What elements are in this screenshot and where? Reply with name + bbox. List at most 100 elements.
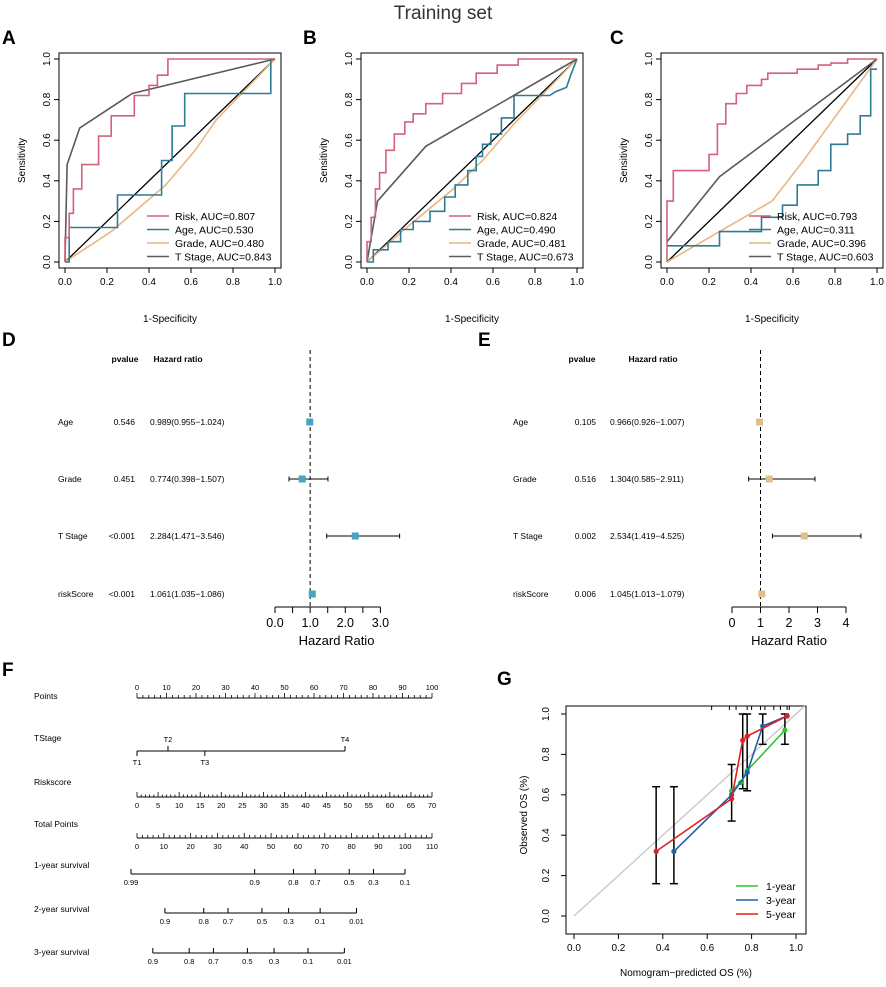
tstage-tick-label: T1 xyxy=(133,758,142,767)
calibration-line-cal_5yr xyxy=(655,715,788,853)
column-header-pvalue: pvalue xyxy=(112,354,139,364)
hr-marker xyxy=(351,532,359,540)
x-tick-label: 1.0 xyxy=(301,616,318,630)
x-tick-label: 0.0 xyxy=(360,277,374,288)
legend-label-grade: Grade, AUC=0.480 xyxy=(175,238,264,250)
tstage-tick-label: T4 xyxy=(341,735,350,744)
x-tick-label: 0.8 xyxy=(828,277,842,288)
x-tick-label: 1.0 xyxy=(789,943,803,954)
y-tick-label: 1.0 xyxy=(42,52,53,66)
survival-tick-label: 0.9 xyxy=(249,878,259,887)
x-tick-label: 0.0 xyxy=(58,277,72,288)
legend-label-cal_1yr: 1-year xyxy=(766,881,796,893)
survival-tick-label: 0.7 xyxy=(208,957,218,966)
legend-label-age: Age, AUC=0.490 xyxy=(477,225,556,237)
y-axis-label: Observed OS (%) xyxy=(519,776,530,855)
panel-letter-e: E xyxy=(478,330,491,351)
column-header-hazard-ratio: Hazard ratio xyxy=(628,354,677,364)
nomogram-row-label: 1-year survival xyxy=(34,860,89,870)
row-hazard-ratio: 1.045(1.013−1.079) xyxy=(610,589,685,599)
legend-label-tstage: T Stage, AUC=0.673 xyxy=(477,252,574,264)
x-tick-label: 2.0 xyxy=(337,616,354,630)
total-points-tick-label: 90 xyxy=(374,842,382,851)
calibration-point xyxy=(740,737,746,743)
hr-marker xyxy=(308,590,316,598)
roc-curve-risk xyxy=(64,58,275,262)
survival-tick-label: 0.3 xyxy=(283,917,293,926)
panel-letter-a: A xyxy=(2,28,16,49)
survival-tick-label: 0.8 xyxy=(288,878,298,887)
riskscore-tick-label: 60 xyxy=(386,801,394,810)
y-tick-label: 0.4 xyxy=(42,173,53,187)
y-tick-label: 0.0 xyxy=(541,909,552,923)
x-tick-label: 4 xyxy=(843,616,850,630)
legend-label-age: Age, AUC=0.311 xyxy=(777,225,855,237)
legend-label-cal_3yr: 3-year xyxy=(766,895,796,907)
survival-tick-label: 0.5 xyxy=(344,878,354,887)
y-tick-label: 1.0 xyxy=(541,707,552,721)
x-tick-label: 0.0 xyxy=(266,616,283,630)
row-pvalue: <0.001 xyxy=(109,589,136,599)
survival-tick-label: 0.1 xyxy=(303,957,313,966)
nomogram-row-label: TStage xyxy=(34,733,62,743)
points-tick-label: 10 xyxy=(162,683,170,692)
total-points-tick-label: 60 xyxy=(294,842,302,851)
total-points-tick-label: 80 xyxy=(347,842,355,851)
row-pvalue: 0.006 xyxy=(575,589,597,599)
total-points-tick-label: 10 xyxy=(160,842,168,851)
x-tick-label: 0.6 xyxy=(700,943,714,954)
survival-tick-label: 0.3 xyxy=(368,878,378,887)
roc-panel-c: 0.0 0.2 0.4 0.6 0.8 1.0 0.0 0.2 0.4 0.6 0.8 1.0 1-Sp… xyxy=(619,52,884,325)
x-tick-label: 0.2 xyxy=(100,277,114,288)
riskscore-tick-label: 45 xyxy=(322,801,330,810)
y-tick-label: 0.4 xyxy=(344,173,355,187)
y-tick-label: 0.2 xyxy=(541,868,552,882)
points-tick-label: 90 xyxy=(398,683,406,692)
calibration-point xyxy=(744,733,750,739)
riskscore-tick-label: 25 xyxy=(238,801,246,810)
y-tick-label: 1.0 xyxy=(344,52,355,66)
y-tick-label: 1.0 xyxy=(644,52,655,66)
tstage-tick-label: T2 xyxy=(164,735,173,744)
hr-marker xyxy=(756,418,764,426)
survival-tick-label: 0.7 xyxy=(310,878,320,887)
survival-tick-label: 0.9 xyxy=(160,917,170,926)
x-tick-label: 0.8 xyxy=(226,277,240,288)
y-tick-label: 0.4 xyxy=(644,173,655,187)
x-axis-label: Hazard Ratio xyxy=(299,633,375,648)
row-hazard-ratio: 0.989(0.955−1.024) xyxy=(150,417,225,427)
points-tick-label: 50 xyxy=(280,683,288,692)
plot-frame xyxy=(660,52,884,269)
row-hazard-ratio: 0.774(0.398−1.507) xyxy=(150,474,225,484)
total-points-tick-label: 20 xyxy=(186,842,194,851)
total-points-tick-label: 30 xyxy=(213,842,221,851)
row-label: riskScore xyxy=(513,589,549,599)
roc-curve-risk xyxy=(666,58,877,262)
survival-tick-label: 0.8 xyxy=(184,957,194,966)
roc-curve-risk xyxy=(366,58,577,262)
hr-marker xyxy=(758,590,766,598)
row-pvalue: 0.002 xyxy=(575,531,597,541)
diagonal-reference-line xyxy=(666,58,878,263)
x-tick-label: 0.6 xyxy=(786,277,800,288)
legend-label-risk: Risk, AUC=0.824 xyxy=(477,211,557,223)
riskscore-tick-label: 50 xyxy=(344,801,352,810)
row-label: Grade xyxy=(513,474,537,484)
x-axis-label: 1-Specificity xyxy=(745,314,799,325)
nomogram-row-label: 2-year survival xyxy=(34,904,89,914)
survival-tick-label: 0.99 xyxy=(124,878,139,887)
legend-label-risk: Risk, AUC=0.793 xyxy=(777,211,857,223)
y-tick-label: 0.6 xyxy=(644,133,655,147)
calibration-point xyxy=(653,848,659,854)
riskscore-tick-label: 30 xyxy=(259,801,267,810)
hr-marker xyxy=(298,475,306,483)
roc-curve-grade xyxy=(366,58,578,263)
x-tick-label: 1.0 xyxy=(870,277,884,288)
survival-tick-label: 0.5 xyxy=(257,917,267,926)
hr-marker xyxy=(800,532,808,540)
calibration-point xyxy=(782,727,788,733)
y-tick-label: 0.8 xyxy=(344,92,355,106)
row-label: Grade xyxy=(58,474,82,484)
y-tick-label: 0.2 xyxy=(42,214,53,228)
total-points-tick-label: 70 xyxy=(321,842,329,851)
